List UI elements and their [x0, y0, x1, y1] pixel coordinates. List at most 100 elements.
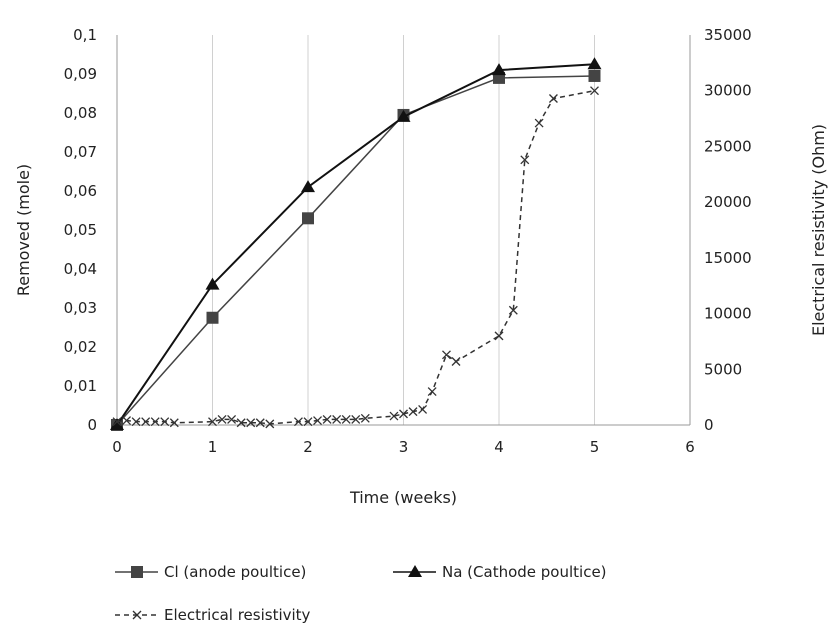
- x-marker-stroke: [303, 417, 313, 427]
- x-marker-stroke: [341, 414, 351, 424]
- x-marker-stroke: [548, 94, 558, 103]
- x-tick-label: 6: [685, 438, 695, 456]
- x-marker-stroke: [313, 416, 323, 426]
- y-tick-labels: 0 0,01 0,02 0,03 0,04 0,05 0,06 0,07 0,08 0,09 0,1: [64, 26, 97, 434]
- data-point-2: [399, 409, 408, 419]
- grid-lines: [212, 35, 595, 425]
- y2-tick-label: 35000: [704, 26, 752, 44]
- y2-tick-label: 15000: [704, 249, 752, 267]
- legend-swatch-resistivity: [115, 610, 158, 620]
- x-marker-stroke: [122, 416, 132, 426]
- series-layer: [110, 57, 602, 431]
- data-point-1: [301, 180, 315, 193]
- data-point-2: [351, 414, 361, 424]
- y2-tick-label: 0: [704, 416, 714, 434]
- data-point-2: [236, 418, 246, 428]
- x-marker-stroke: [322, 414, 332, 424]
- x-tick-label: 4: [494, 438, 504, 456]
- data-point-2: [442, 350, 451, 360]
- legend-marker: [132, 610, 142, 620]
- x-marker-stroke: [208, 417, 217, 427]
- x-marker-stroke: [227, 414, 237, 424]
- x-marker-stroke: [150, 417, 160, 427]
- data-point-2: [389, 411, 399, 421]
- x-tick-label: 2: [303, 438, 313, 456]
- x-tick-label: 0: [112, 438, 122, 456]
- data-point-1: [492, 63, 506, 76]
- x-tick-label: 3: [399, 438, 409, 456]
- y2-tick-label: 5000: [704, 360, 742, 378]
- y-tick-label: 0,09: [64, 65, 97, 83]
- x-marker-stroke: [442, 350, 451, 360]
- legend: Cl (anode poultice) Na (Cathode poultice…: [115, 563, 607, 624]
- data-point-2: [322, 414, 332, 424]
- legend-item-cl: Cl (anode poultice): [115, 563, 306, 581]
- data-point-2: [150, 417, 160, 427]
- series-line-2: [116, 89, 595, 425]
- legend-marker: [131, 566, 143, 578]
- x-marker-stroke: [520, 155, 530, 165]
- x-tick-label: 1: [208, 438, 218, 456]
- x-axis-title: Time (weeks): [349, 488, 457, 507]
- x-marker-stroke: [132, 610, 142, 620]
- x-marker-stroke: [265, 419, 275, 429]
- y-tick-label: 0,06: [64, 182, 97, 200]
- legend-label-resistivity: Electrical resistivity: [164, 606, 311, 624]
- y2-axis-title: Electrical resistivity (Ohm): [809, 124, 828, 336]
- data-point-2: [293, 417, 303, 427]
- x-marker-stroke: [332, 414, 342, 424]
- x-marker-stroke: [534, 118, 544, 128]
- data-point-2: [227, 414, 237, 424]
- data-point-2: [408, 407, 418, 417]
- data-point-0: [206, 311, 219, 324]
- data-point-0: [302, 212, 314, 225]
- data-point-1: [587, 57, 602, 70]
- x-marker-stroke: [389, 411, 399, 421]
- data-point-0: [588, 69, 601, 82]
- legend-item-na: Na (Cathode poultice): [393, 563, 607, 581]
- data-point-2: [303, 417, 313, 427]
- x-marker-stroke: [351, 414, 361, 424]
- y-axis-title: Removed (mole): [14, 164, 33, 296]
- legend-swatch-na: [393, 565, 436, 577]
- x-marker-stroke: [451, 357, 461, 366]
- y2-tick-label: 10000: [704, 305, 752, 323]
- y2-tick-label: 20000: [704, 193, 752, 211]
- x-marker-stroke: [427, 387, 437, 397]
- data-point-1: [205, 277, 220, 290]
- legend-swatch-cl: [115, 566, 158, 578]
- y-tick-label: 0,03: [64, 299, 97, 317]
- data-point-1: [110, 418, 124, 430]
- y2-tick-labels: 0 5000 10000 15000 20000 25000 30000 35000: [704, 26, 752, 434]
- data-point-2: [451, 357, 461, 366]
- data-point-2: [494, 331, 504, 341]
- data-point-2: [590, 86, 599, 96]
- legend-label-cl: Cl (anode poultice): [164, 563, 306, 581]
- x-marker-stroke: [141, 417, 151, 427]
- x-marker-stroke: [217, 414, 227, 424]
- y-tick-label: 0,05: [64, 221, 97, 239]
- x-marker-stroke: [246, 418, 256, 428]
- data-point-2: [427, 387, 437, 397]
- y2-tick-label: 25000: [704, 137, 752, 155]
- x-marker-stroke: [131, 417, 141, 427]
- x-marker-stroke: [112, 417, 122, 427]
- data-point-2: [520, 155, 530, 165]
- data-point-2: [548, 94, 558, 103]
- legend-label-na: Na (Cathode poultice): [442, 563, 607, 581]
- data-point-1: [396, 109, 411, 122]
- series-2: [112, 86, 599, 429]
- data-point-2: [265, 419, 275, 429]
- data-point-2: [508, 305, 518, 315]
- data-point-2: [313, 416, 323, 426]
- x-marker-stroke: [293, 417, 303, 427]
- legend-marker: [408, 565, 422, 577]
- x-marker-stroke: [408, 407, 418, 417]
- x-tick-label: 5: [590, 438, 600, 456]
- x-marker-stroke: [399, 409, 408, 419]
- x-marker-stroke: [508, 305, 518, 315]
- x-marker-stroke: [169, 418, 179, 428]
- x-marker-stroke: [590, 86, 599, 96]
- y-tick-label: 0,04: [64, 260, 97, 278]
